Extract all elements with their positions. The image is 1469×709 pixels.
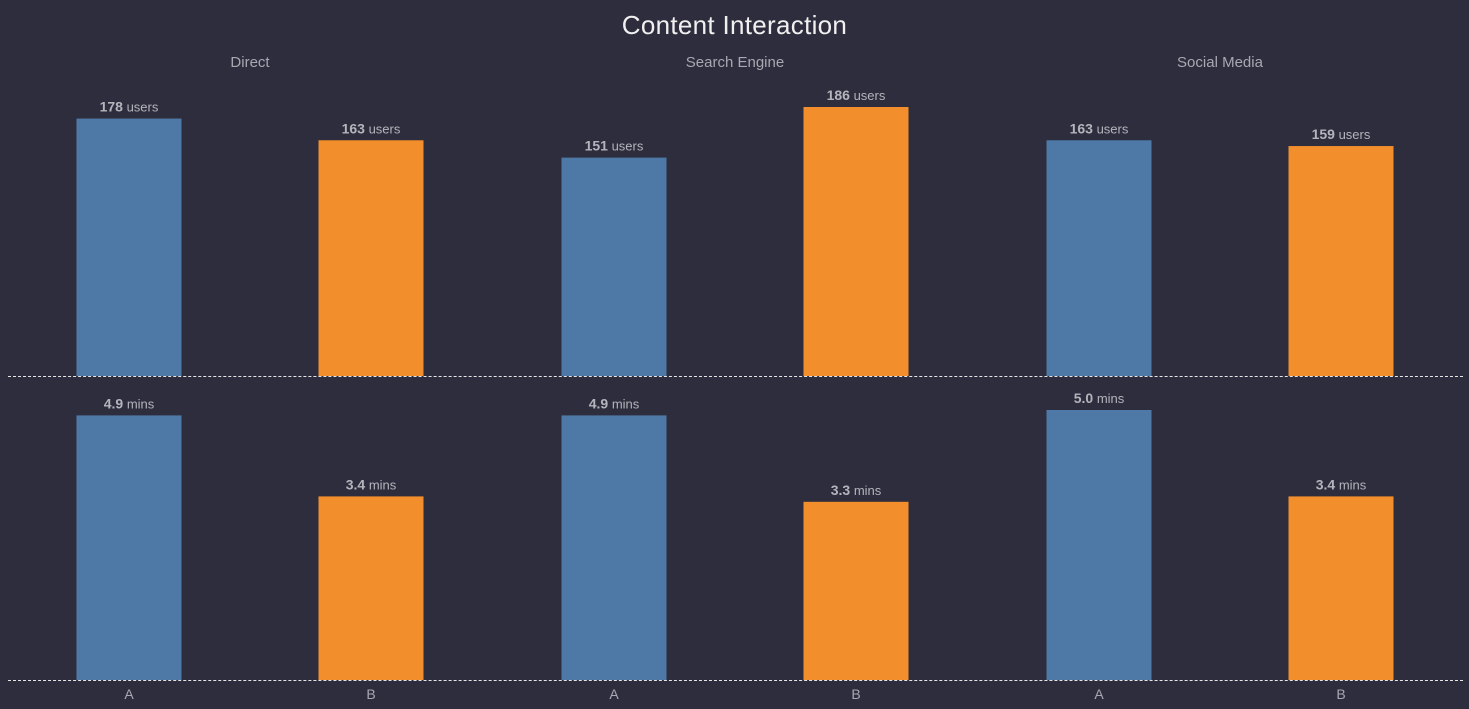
data-label: 3.4 mins [1316,476,1367,492]
data-label: 186 users [827,87,886,103]
bar-users-search-engine-a [561,157,667,376]
group-label-social-media: Social Media [1177,54,1263,71]
bar-mins-direct-b [318,496,424,680]
users-panel-baseline [8,376,1463,377]
data-label: 163 users [342,120,401,136]
bar-users-direct-b [318,140,424,376]
bar-mins-search-engine-a [561,415,667,680]
chart-title: Content Interaction [621,10,848,40]
bar-users-search-engine-b [803,107,909,376]
x-tick-label: A [1094,686,1104,702]
x-tick-label: B [851,686,861,702]
data-label: 178 users [100,99,159,115]
bar-users-social-media-a [1046,140,1152,376]
group-label-direct: Direct [230,54,270,71]
x-tick-label: A [124,686,134,702]
bar-mins-search-engine-b [803,501,909,680]
x-tick-label: A [609,686,619,702]
data-label: 159 users [1312,126,1371,142]
data-label: 151 users [585,138,644,154]
x-tick-label: B [1336,686,1346,702]
bar-mins-direct-a [76,415,182,680]
bar-users-social-media-b [1288,146,1394,376]
data-label: 5.0 mins [1074,390,1125,406]
bar-users-direct-a [76,118,182,377]
data-label: 3.4 mins [346,476,397,492]
x-tick-label: B [366,686,376,702]
bar-mins-social-media-b [1288,496,1394,680]
data-label: 4.9 mins [104,395,155,411]
data-label: 3.3 mins [831,482,882,498]
mins-panel-baseline [8,680,1463,681]
group-label-search-engine: Search Engine [685,54,785,71]
data-label: 4.9 mins [589,395,640,411]
bar-mins-social-media-a [1046,410,1152,680]
data-label: 163 users [1070,120,1129,136]
